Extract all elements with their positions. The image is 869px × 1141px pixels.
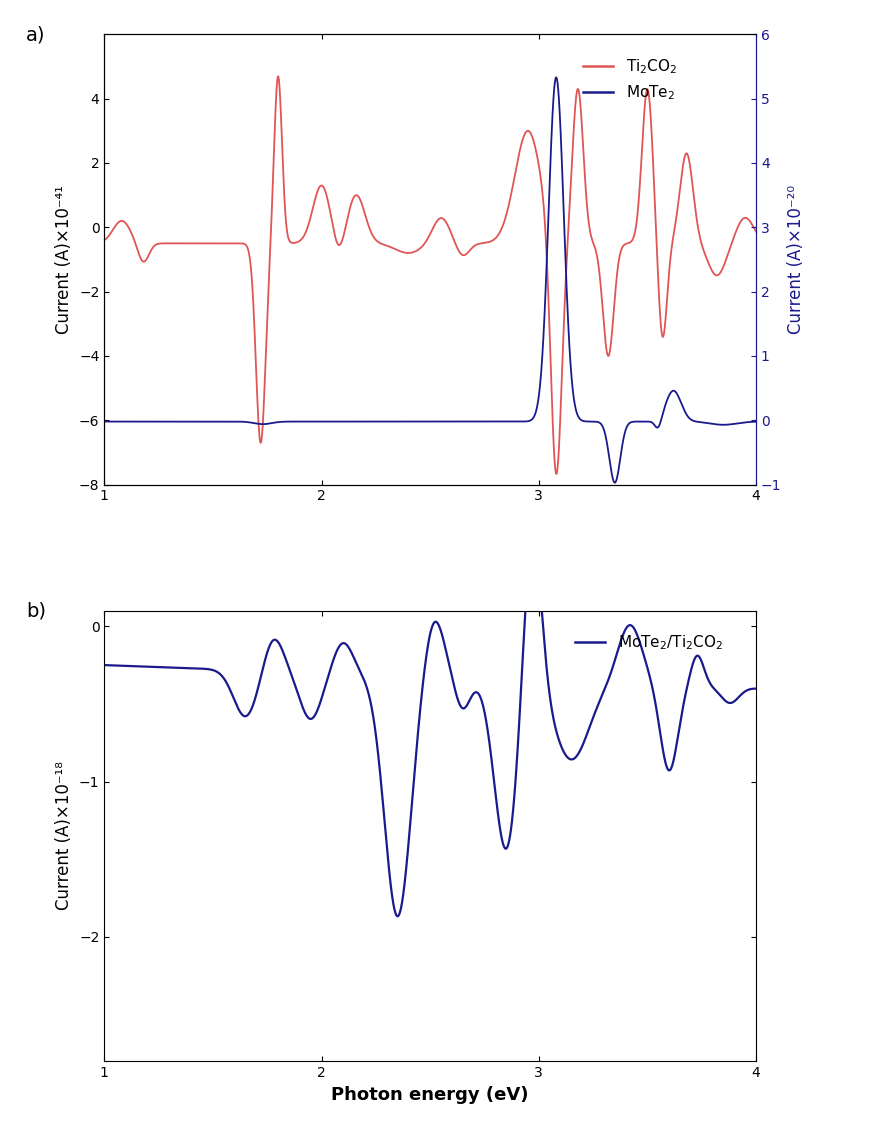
X-axis label: Photon energy (eV): Photon energy (eV) [331, 1085, 529, 1103]
Y-axis label: Current (A)×10⁻⁴¹: Current (A)×10⁻⁴¹ [56, 185, 73, 334]
Legend: MoTe$_2$/Ti$_2$CO$_2$: MoTe$_2$/Ti$_2$CO$_2$ [568, 628, 729, 658]
Text: a): a) [26, 25, 45, 44]
Text: b): b) [26, 601, 46, 621]
Legend: Ti$_2$CO$_2$, MoTe$_2$: Ti$_2$CO$_2$, MoTe$_2$ [577, 51, 683, 108]
Y-axis label: Current (A)×10⁻¹⁸: Current (A)×10⁻¹⁸ [56, 761, 73, 911]
Y-axis label: Current (A)×10⁻²⁰: Current (A)×10⁻²⁰ [787, 185, 805, 334]
